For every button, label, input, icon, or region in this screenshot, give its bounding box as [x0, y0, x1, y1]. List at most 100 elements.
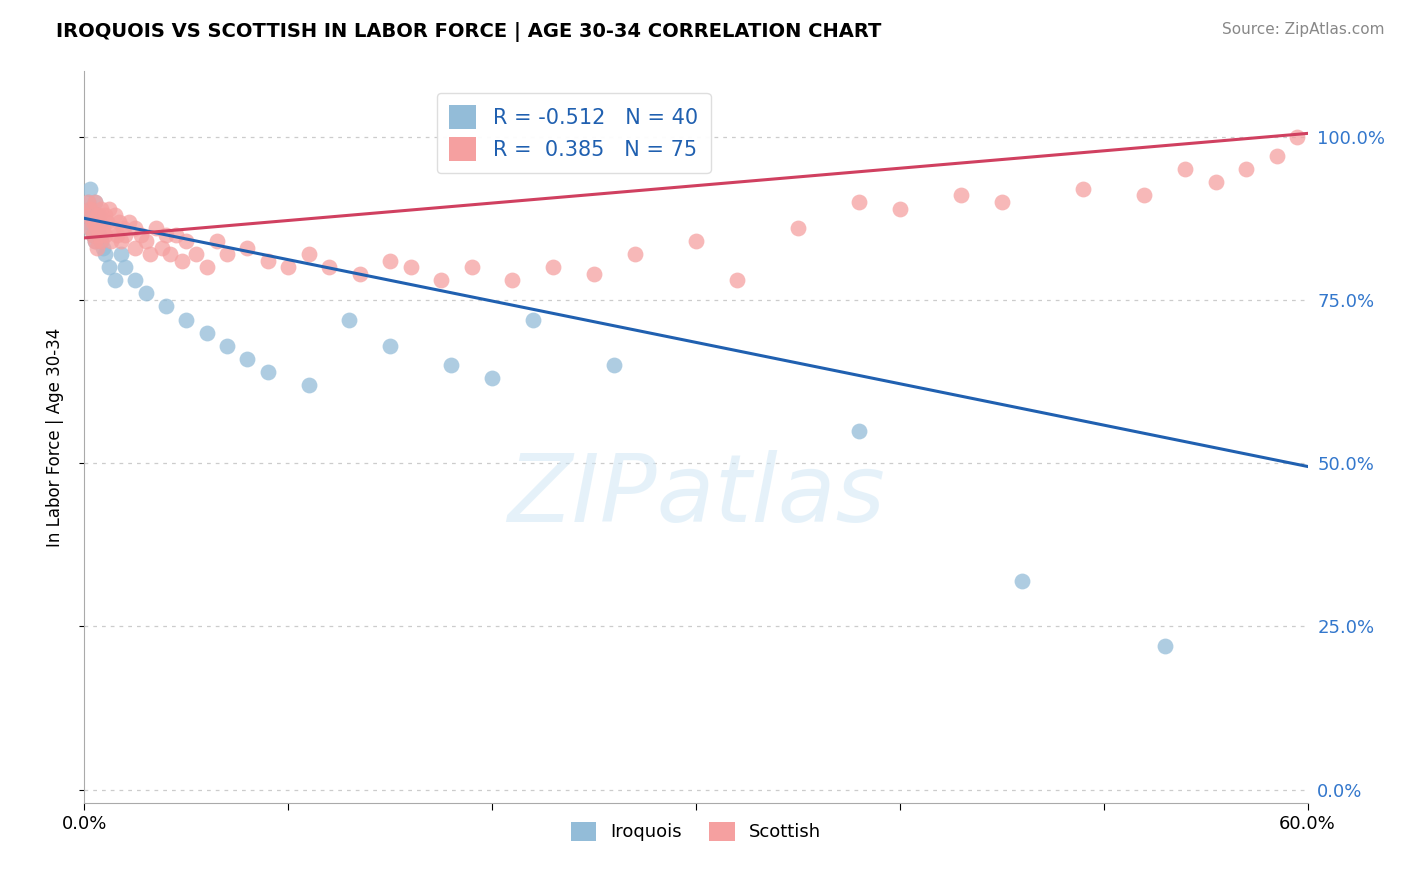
- Point: [1286, 129, 1309, 144]
- Point: [174, 234, 197, 248]
- Point: [79, 202, 101, 216]
- Point: [461, 260, 484, 275]
- Point: [86, 241, 108, 255]
- Point: [83, 214, 105, 228]
- Point: [502, 273, 524, 287]
- Point: [79, 202, 101, 216]
- Point: [380, 338, 402, 352]
- Point: [97, 202, 120, 216]
- Point: [87, 227, 110, 242]
- Point: [131, 227, 153, 242]
- Text: IROQUOIS VS SCOTTISH IN LABOR FORCE | AGE 30-34 CORRELATION CHART: IROQUOIS VS SCOTTISH IN LABOR FORCE | AG…: [56, 22, 882, 42]
- Point: [889, 202, 911, 216]
- Point: [1174, 162, 1197, 177]
- Point: [399, 260, 422, 275]
- Point: [112, 221, 135, 235]
- Point: [86, 208, 108, 222]
- Point: [114, 260, 136, 275]
- Point: [186, 247, 208, 261]
- Point: [1236, 162, 1258, 177]
- Point: [97, 260, 120, 275]
- Point: [79, 221, 101, 235]
- Point: [79, 182, 101, 196]
- Point: [135, 286, 157, 301]
- Point: [93, 227, 115, 242]
- Point: [114, 227, 136, 242]
- Point: [138, 247, 160, 261]
- Point: [1265, 149, 1288, 163]
- Point: [83, 194, 105, 209]
- Point: [298, 247, 321, 261]
- Point: [440, 358, 463, 372]
- Point: [583, 267, 606, 281]
- Point: [110, 247, 132, 261]
- Point: [75, 208, 97, 222]
- Point: [124, 273, 146, 287]
- Point: [848, 194, 870, 209]
- Point: [90, 234, 112, 248]
- Point: [100, 234, 122, 248]
- Point: [349, 267, 371, 281]
- Point: [318, 260, 340, 275]
- Point: [93, 247, 115, 261]
- Y-axis label: In Labor Force | Age 30-34: In Labor Force | Age 30-34: [45, 327, 63, 547]
- Point: [86, 221, 108, 235]
- Point: [1073, 182, 1095, 196]
- Point: [725, 273, 748, 287]
- Point: [104, 273, 127, 287]
- Point: [83, 234, 105, 248]
- Point: [87, 208, 110, 222]
- Point: [481, 371, 503, 385]
- Point: [150, 241, 173, 255]
- Point: [91, 221, 114, 235]
- Point: [787, 221, 810, 235]
- Point: [118, 214, 141, 228]
- Point: [1011, 574, 1033, 588]
- Point: [90, 202, 112, 216]
- Point: [79, 221, 101, 235]
- Point: [82, 214, 104, 228]
- Point: [90, 234, 112, 248]
- Point: [86, 221, 108, 235]
- Point: [236, 351, 259, 366]
- Point: [159, 247, 181, 261]
- Point: [217, 338, 239, 352]
- Point: [543, 260, 565, 275]
- Point: [172, 253, 194, 268]
- Point: [135, 234, 157, 248]
- Point: [685, 234, 707, 248]
- Point: [145, 221, 167, 235]
- Point: [217, 247, 239, 261]
- Point: [257, 365, 280, 379]
- Point: [83, 234, 105, 248]
- Point: [124, 241, 146, 255]
- Point: [195, 326, 218, 340]
- Point: [108, 214, 131, 228]
- Point: [87, 214, 110, 228]
- Point: [380, 253, 402, 268]
- Point: [848, 424, 870, 438]
- Point: [83, 194, 105, 209]
- Text: Source: ZipAtlas.com: Source: ZipAtlas.com: [1222, 22, 1385, 37]
- Point: [1205, 175, 1227, 189]
- Point: [82, 208, 104, 222]
- Point: [91, 241, 114, 255]
- Point: [205, 234, 228, 248]
- Point: [77, 194, 100, 209]
- Point: [624, 247, 647, 261]
- Point: [195, 260, 218, 275]
- Point: [1133, 188, 1156, 202]
- Point: [77, 214, 100, 228]
- Point: [124, 221, 146, 235]
- Point: [75, 208, 97, 222]
- Point: [77, 194, 100, 209]
- Point: [155, 227, 177, 242]
- Point: [257, 253, 280, 268]
- Point: [236, 241, 259, 255]
- Point: [174, 312, 197, 326]
- Point: [90, 214, 112, 228]
- Point: [165, 227, 187, 242]
- Point: [86, 208, 108, 222]
- Legend: Iroquois, Scottish: Iroquois, Scottish: [564, 814, 828, 848]
- Point: [1154, 639, 1177, 653]
